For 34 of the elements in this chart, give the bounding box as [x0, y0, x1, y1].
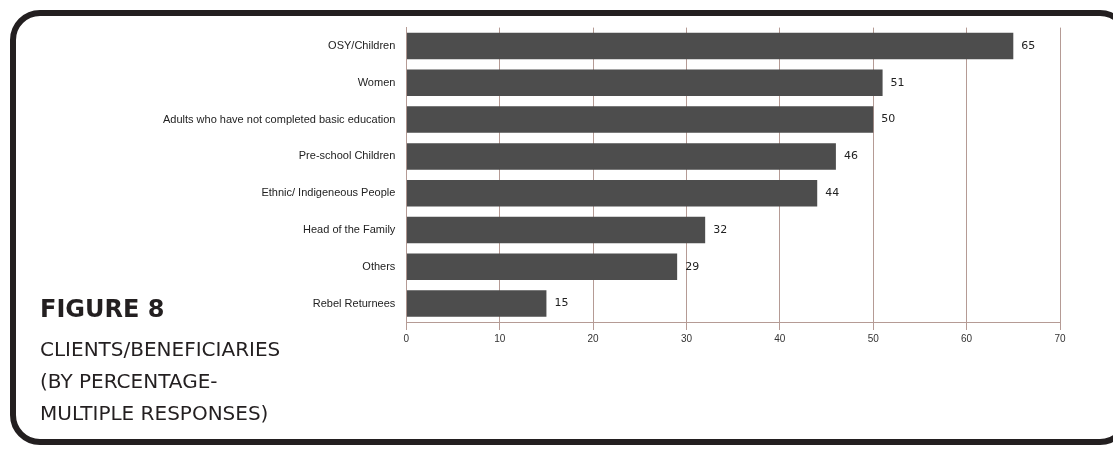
bar: [406, 106, 874, 133]
bar: [406, 216, 706, 244]
x-tick-label: 10: [494, 332, 506, 344]
x-tick-label: 40: [774, 332, 786, 344]
y-tick-label: Ethnic/ Indigeneous People: [261, 186, 396, 199]
y-tick-label: Women: [357, 75, 396, 88]
bar: [406, 32, 1014, 60]
text: CLIENTS/BENEFICIARIES (BY PERCENTAGE-MULTIPLE RESPONSES): [40, 336, 281, 427]
y-tick-label: Rebel Returnees: [312, 296, 396, 309]
bar: [406, 69, 883, 97]
data-label: 15: [554, 296, 569, 310]
y-tick-label: Others: [362, 259, 396, 272]
x-tick-label: 30: [680, 332, 693, 344]
data-label: 50: [881, 112, 896, 126]
bar: [406, 143, 836, 170]
y-tick-label: Pre-school Children: [298, 149, 396, 162]
bar: [406, 253, 678, 281]
data-label: 32: [713, 222, 728, 236]
data-label: 65: [1021, 38, 1036, 52]
y-tick-label: Head of the Family: [303, 223, 396, 236]
x-tick-label: 70: [1054, 332, 1066, 344]
bar: [406, 179, 818, 207]
bar: [406, 290, 547, 317]
data-label: 44: [825, 186, 840, 200]
y-tick-label: Adults who have not completed basic education: [162, 112, 396, 125]
data-label: 46: [843, 149, 858, 163]
y-tick-label: OSY/Children: [328, 39, 396, 52]
text: FIGURE 8: [40, 295, 165, 323]
x-tick-label: 20: [587, 332, 600, 344]
data-label: 29: [685, 259, 700, 273]
x-tick-label: 0: [403, 332, 410, 344]
x-tick-label: 50: [867, 332, 880, 344]
x-tick-label: 60: [961, 332, 973, 344]
data-label: 51: [890, 75, 905, 89]
